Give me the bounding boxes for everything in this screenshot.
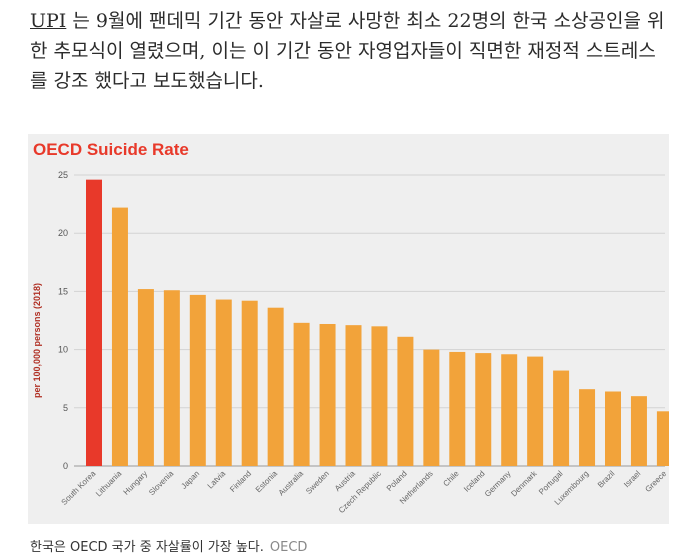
x-tick-label: Estonia: [254, 469, 280, 495]
x-tick-label: Austria: [333, 469, 357, 493]
bar-australia: [293, 322, 310, 466]
y-tick-label: 0: [63, 461, 68, 471]
y-tick-label: 10: [58, 345, 68, 355]
x-tick-label: Australia: [277, 469, 306, 498]
x-tick-label: Latvia: [206, 469, 228, 491]
x-tick-label: Poland: [385, 469, 409, 493]
bar-czech-republic: [371, 326, 388, 466]
chart-container: OECD Suicide Rate 0 5 10 15 20 25 South Korea…: [28, 134, 669, 524]
x-tick-label: Iceland: [462, 469, 487, 494]
bar-luxembourg: [579, 389, 596, 466]
bar-japan: [189, 294, 206, 466]
x-tick-label: Slovenia: [147, 469, 175, 497]
bar-lithuania: [111, 207, 128, 466]
bar-denmark: [527, 356, 544, 466]
bar-austria: [345, 325, 362, 466]
x-tick-label: South Korea: [60, 469, 98, 507]
bar-sweden: [319, 323, 336, 466]
x-tick-label: Brazil: [596, 469, 617, 490]
bar-netherlands: [423, 349, 440, 466]
x-tick-label: Germany: [483, 469, 513, 499]
bar-layer: [86, 179, 669, 466]
article-text: 는 9월에 팬데믹 기간 동안 자살로 사망한 최소 22명의 한국 소상공인을…: [30, 10, 665, 92]
figure-caption: 한국은 OECD 국가 중 자살률이 가장 높다. OECD: [30, 536, 307, 555]
bar-chile: [449, 351, 466, 466]
upi-link[interactable]: UPI: [30, 10, 67, 32]
bar-south-korea: [86, 179, 102, 466]
caption-credit: OECD: [269, 540, 308, 555]
x-tick-label: Israel: [622, 469, 642, 489]
bar-portugal: [553, 370, 570, 466]
bar-finland: [241, 300, 258, 466]
y-axis-label: per 100,000 persons (2018): [32, 283, 42, 398]
x-tick-label: Lithuania: [94, 469, 124, 499]
y-tick-label: 5: [63, 403, 68, 413]
bar-iceland: [475, 353, 492, 466]
x-tick-label: Japan: [179, 469, 201, 491]
bar-greece: [656, 411, 669, 466]
bar-slovenia: [163, 290, 180, 466]
caption-text: 한국은 OECD 국가 중 자살률이 가장 높다.: [30, 540, 264, 555]
bar-brazil: [605, 391, 621, 466]
y-tick-label: 25: [58, 170, 68, 180]
bar-israel: [630, 396, 647, 466]
x-tick-label: Chile: [441, 469, 461, 489]
article-paragraph: UPI 는 9월에 팬데믹 기간 동안 자살로 사망한 최소 22명의 한국 소…: [30, 6, 670, 96]
x-tick-label: Finland: [228, 469, 253, 494]
bar-latvia: [215, 299, 232, 466]
bar-poland: [397, 336, 414, 466]
bar-hungary: [137, 289, 154, 466]
bar-estonia: [267, 307, 284, 466]
x-tick-label: Hungary: [122, 469, 150, 497]
x-tick-label: Sweden: [304, 469, 331, 496]
x-tick-label: Denmark: [509, 468, 539, 498]
x-tick-label: Greece: [643, 469, 668, 494]
y-tick-label: 20: [58, 228, 68, 238]
chart-title: OECD Suicide Rate: [33, 140, 189, 159]
bar-germany: [501, 354, 518, 466]
y-tick-label: 15: [58, 286, 68, 296]
oecd-suicide-rate-chart: OECD Suicide Rate 0 5 10 15 20 25 South Korea…: [32, 140, 669, 515]
